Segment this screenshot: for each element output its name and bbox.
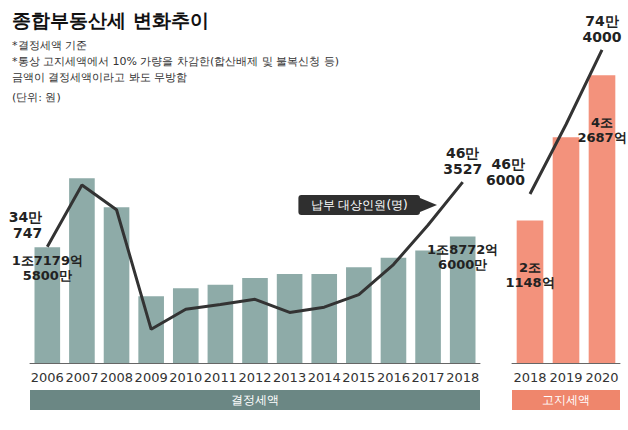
svg-text:(단위: 원): (단위: 원) [12,91,61,104]
svg-text:2011: 2011 [204,370,237,385]
svg-text:2018: 2018 [513,370,546,385]
svg-text:결정세액: 결정세액 [231,393,279,407]
svg-text:2015: 2015 [342,370,375,385]
svg-text:46만: 46만 [446,145,479,161]
svg-text:747: 747 [13,225,42,241]
svg-text:2014: 2014 [308,370,341,385]
svg-text:2009: 2009 [135,370,168,385]
svg-text:종합부동산세 변화추이: 종합부동산세 변화추이 [12,9,209,31]
svg-text:2020: 2020 [585,370,618,385]
svg-text:납부 대상인원(명): 납부 대상인원(명) [311,198,408,212]
svg-text:4조: 4조 [591,115,613,130]
svg-text:2006: 2006 [31,370,64,385]
svg-text:3527: 3527 [443,161,482,177]
svg-text:2013: 2013 [273,370,306,385]
svg-text:2012: 2012 [238,370,271,385]
svg-text:2017: 2017 [412,370,445,385]
svg-text:2008: 2008 [100,370,133,385]
svg-text:5800만: 5800만 [23,268,72,283]
svg-text:*통상 고지세액에서 10% 가량을 차감한(합산배제 및: *통상 고지세액에서 10% 가량을 차감한(합산배제 및 불복신청 등) [12,55,339,68]
svg-text:1148억: 1148억 [505,275,554,290]
svg-text:1조8772억: 1조8772억 [427,242,498,257]
svg-text:고지세액: 고지세액 [542,393,590,407]
svg-text:2018: 2018 [446,370,479,385]
svg-text:금액이 결정세액이라고 봐도 무방함: 금액이 결정세액이라고 봐도 무방함 [12,71,188,84]
svg-text:34만: 34만 [9,209,42,225]
svg-text:*결정세액 기준: *결정세액 기준 [12,39,87,52]
svg-text:6000만: 6000만 [438,257,487,272]
svg-text:4000: 4000 [583,29,622,45]
svg-text:1조7179억: 1조7179억 [12,253,83,268]
svg-text:2조: 2조 [519,260,541,275]
svg-text:2687억: 2687억 [577,130,626,145]
svg-text:2007: 2007 [65,370,98,385]
svg-text:2016: 2016 [377,370,410,385]
svg-text:74만: 74만 [585,13,618,29]
svg-text:46만: 46만 [492,156,525,172]
svg-text:6000: 6000 [486,172,525,188]
svg-text:2010: 2010 [169,370,202,385]
svg-text:2019: 2019 [549,370,582,385]
